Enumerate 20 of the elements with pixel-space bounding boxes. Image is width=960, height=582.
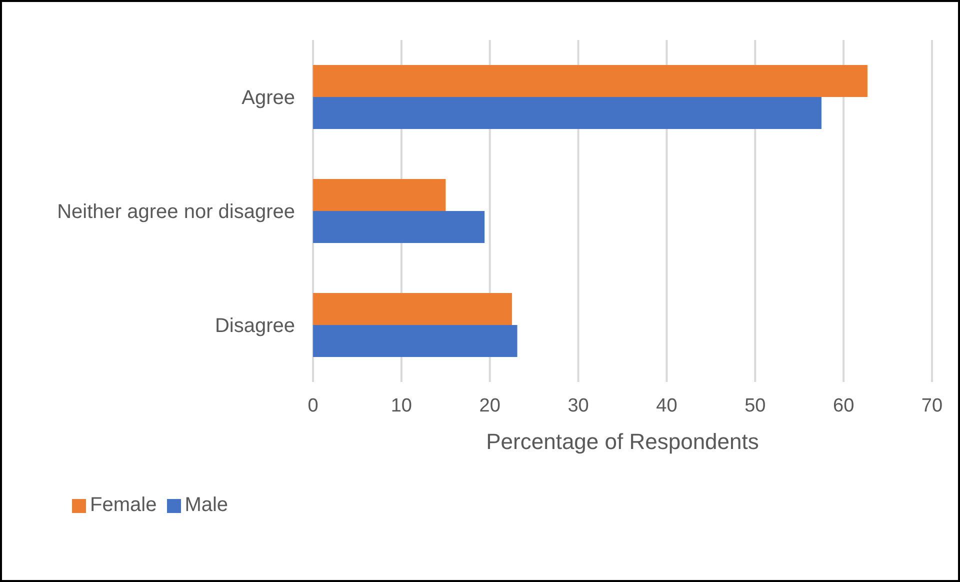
bar: [313, 293, 512, 325]
x-tick-label: 10: [390, 395, 412, 416]
y-tick-label: Disagree: [214, 315, 295, 338]
legend-label: Male: [184, 494, 228, 516]
x-tick-label: 40: [656, 395, 678, 416]
bar: [313, 179, 446, 211]
bar: [313, 97, 822, 129]
bar: [313, 325, 518, 357]
x-tick-label: 0: [308, 395, 318, 416]
x-axis-title: Percentage of Respondents: [486, 429, 759, 454]
bar: [313, 211, 485, 243]
x-tick-label: 30: [568, 395, 589, 416]
x-tick-label: 20: [479, 395, 500, 416]
y-tick-label: Agree: [242, 87, 295, 110]
legend-label: Female: [90, 494, 157, 516]
x-tick-label: 70: [921, 395, 943, 416]
x-tick-label: 50: [744, 395, 766, 416]
x-tick-label: 60: [833, 395, 854, 416]
y-tick-label: Neither agree nor disagree: [57, 201, 295, 224]
bar: [313, 65, 868, 97]
